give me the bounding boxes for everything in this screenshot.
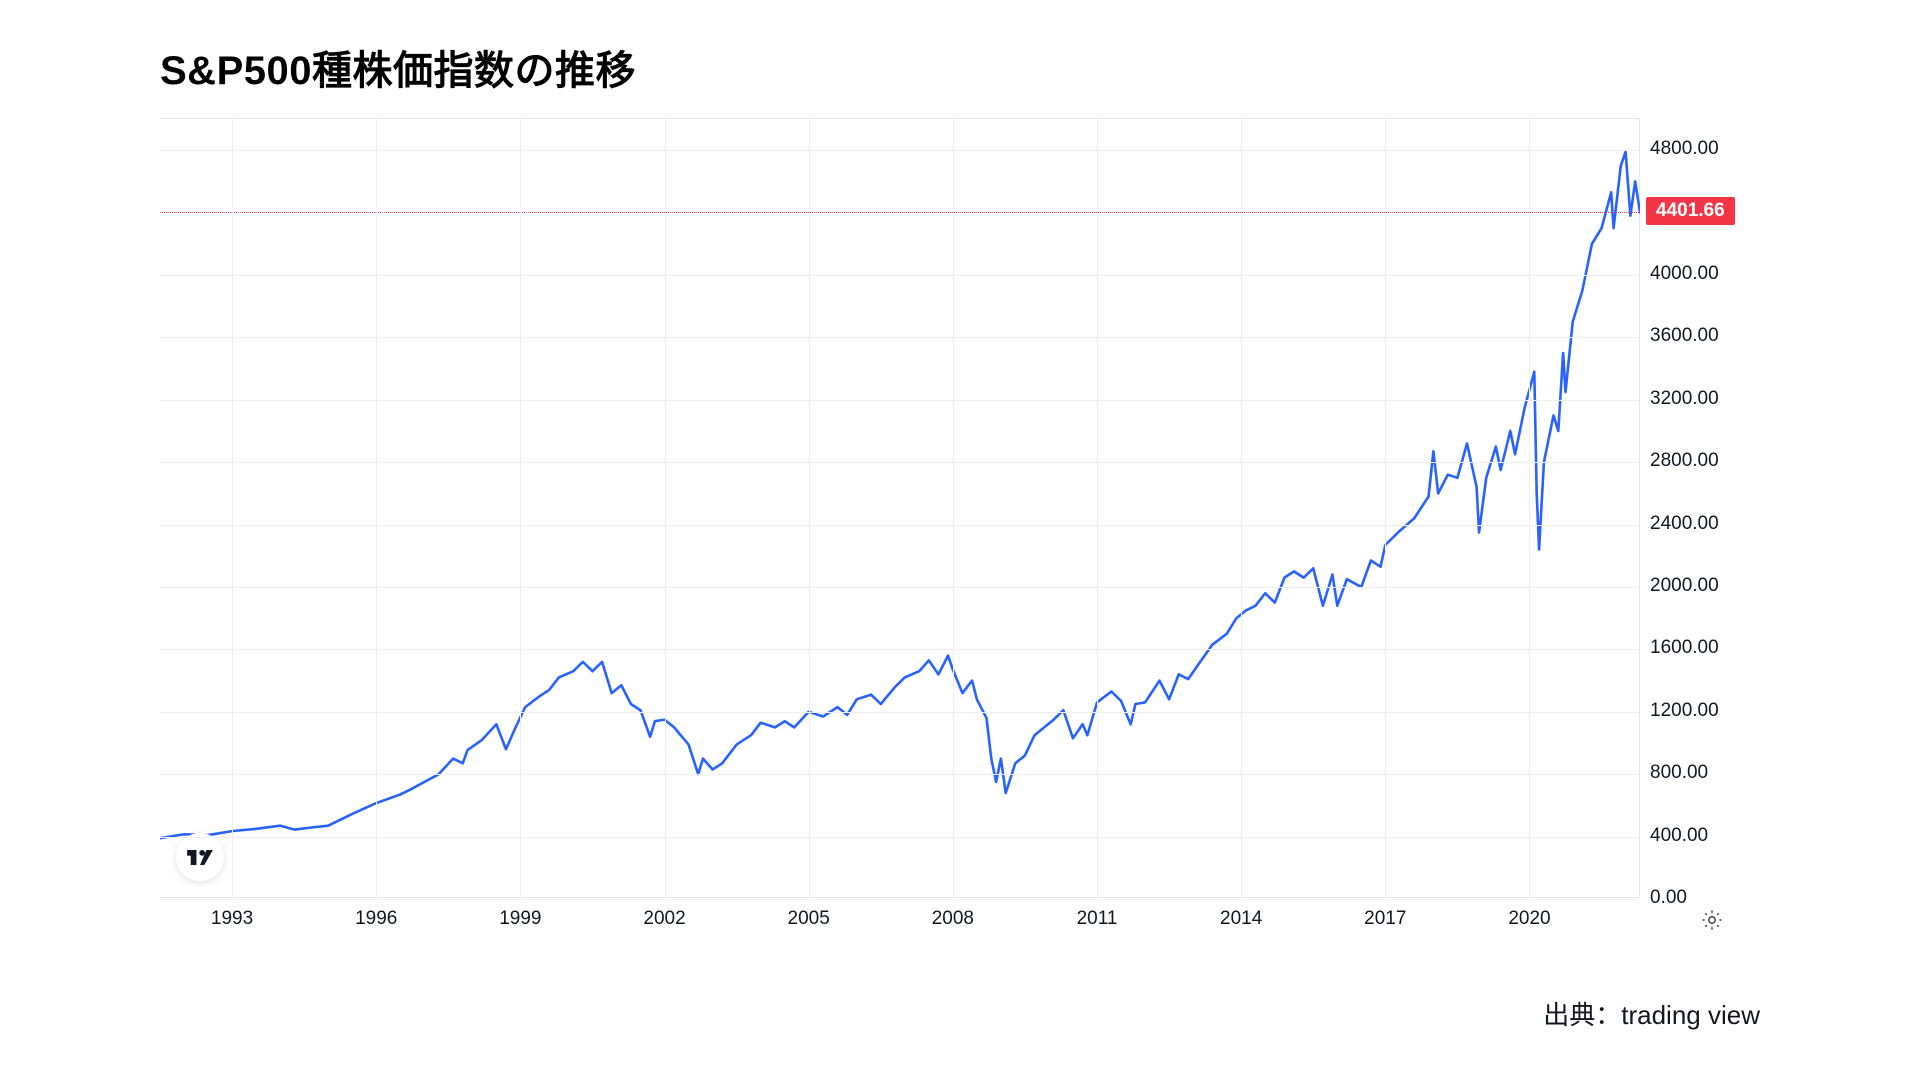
- h-gridline: [160, 712, 1639, 713]
- h-gridline: [160, 400, 1639, 401]
- y-tick-label: 2400.00: [1650, 513, 1719, 535]
- v-gridline: [520, 119, 521, 897]
- y-tick-label: 800.00: [1650, 762, 1708, 784]
- h-gridline: [160, 774, 1639, 775]
- y-axis: 0.00400.00800.001200.001600.002000.00240…: [1650, 118, 1760, 898]
- h-gridline: [160, 275, 1639, 276]
- y-tick-label: 4000.00: [1650, 263, 1719, 285]
- v-gridline: [1097, 119, 1098, 897]
- sp500-chart: 0.00 400.00 800.00 1200.00 1600.00 2000.00 240…: [160, 118, 1760, 928]
- plot-area: [160, 118, 1640, 898]
- v-gridline: [1241, 119, 1242, 897]
- h-gridline: [160, 337, 1639, 338]
- v-gridline: [376, 119, 377, 897]
- settings-icon[interactable]: [1700, 908, 1724, 932]
- y-tick-label: 3600.00: [1650, 325, 1719, 347]
- v-gridline: [665, 119, 666, 897]
- y-tick-label: 0.00: [1650, 887, 1687, 909]
- x-tick-label: 2017: [1364, 908, 1406, 930]
- v-gridline: [232, 119, 233, 897]
- h-gridline: [160, 150, 1639, 151]
- x-tick-label: 2014: [1220, 908, 1262, 930]
- current-price-line: [160, 212, 1639, 213]
- v-gridline: [1385, 119, 1386, 897]
- y-tick-label: 2800.00: [1650, 450, 1719, 472]
- h-gridline: [160, 525, 1639, 526]
- x-tick-label: 1996: [355, 908, 397, 930]
- page-title: S&P500種株価指数の推移: [160, 38, 636, 96]
- x-tick-label: 2011: [1077, 908, 1118, 930]
- x-tick-label: 1993: [211, 908, 253, 930]
- x-tick-label: 2005: [788, 908, 830, 930]
- x-tick-label: 2002: [643, 908, 685, 930]
- y-tick-label: 2000.00: [1650, 575, 1719, 597]
- h-gridline: [160, 837, 1639, 838]
- v-gridline: [953, 119, 954, 897]
- source-credit: 出典：trading view: [1543, 995, 1760, 1032]
- y-tick-label: 1600.00: [1650, 637, 1719, 659]
- y-tick-label: 400.00: [1650, 825, 1708, 847]
- y-tick-label: 4800.00: [1650, 138, 1719, 160]
- v-gridline: [809, 119, 810, 897]
- h-gridline: [160, 649, 1639, 650]
- x-tick-label: 1999: [499, 908, 541, 930]
- y-tick-label: 3200.00: [1650, 388, 1719, 410]
- tradingview-logo: [176, 833, 224, 881]
- h-gridline: [160, 899, 1639, 900]
- h-gridline: [160, 462, 1639, 463]
- y-tick-label: 1200.00: [1650, 700, 1719, 722]
- x-axis: 1993 1996 1999 2002 2005 2008 2011 2014 2017 2020: [160, 908, 1640, 948]
- x-tick-label: 2008: [932, 908, 974, 930]
- price-line: [160, 119, 1640, 899]
- current-price-badge: 4401.66: [1646, 197, 1735, 225]
- h-gridline: [160, 587, 1639, 588]
- x-tick-label: 2020: [1508, 908, 1550, 930]
- v-gridline: [1529, 119, 1530, 897]
